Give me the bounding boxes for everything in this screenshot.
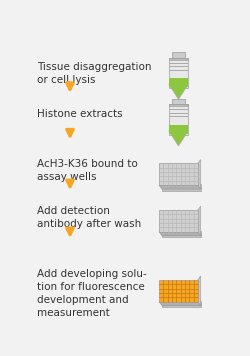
Bar xyxy=(162,234,200,237)
Polygon shape xyxy=(198,276,200,305)
Bar xyxy=(162,303,200,307)
Bar xyxy=(162,184,200,188)
Bar xyxy=(162,231,200,235)
Bar xyxy=(169,58,188,60)
Bar xyxy=(169,104,188,106)
Polygon shape xyxy=(169,131,188,146)
Bar xyxy=(159,210,198,232)
Bar xyxy=(170,125,188,134)
Polygon shape xyxy=(198,206,200,236)
Polygon shape xyxy=(198,159,200,189)
Text: Add detection
antibody after wash: Add detection antibody after wash xyxy=(37,206,141,229)
Text: Histone extracts: Histone extracts xyxy=(37,109,123,119)
Polygon shape xyxy=(159,302,200,305)
Bar xyxy=(159,280,198,302)
Text: AcH3-K36 bound to
assay wells: AcH3-K36 bound to assay wells xyxy=(37,159,138,182)
Bar xyxy=(162,187,200,191)
Bar xyxy=(172,99,185,104)
Bar xyxy=(169,58,188,88)
Text: Tissue disaggregation
or cell lysis: Tissue disaggregation or cell lysis xyxy=(37,62,152,85)
Bar xyxy=(162,300,200,304)
Polygon shape xyxy=(169,84,188,99)
Bar xyxy=(170,78,188,88)
Bar xyxy=(172,52,185,58)
Bar xyxy=(159,163,198,185)
Polygon shape xyxy=(159,232,200,236)
Polygon shape xyxy=(159,185,200,189)
Text: Add developing solu-
tion for fluorescence
development and
measurement: Add developing solu- tion for fluorescen… xyxy=(37,269,147,319)
Bar xyxy=(169,104,188,135)
